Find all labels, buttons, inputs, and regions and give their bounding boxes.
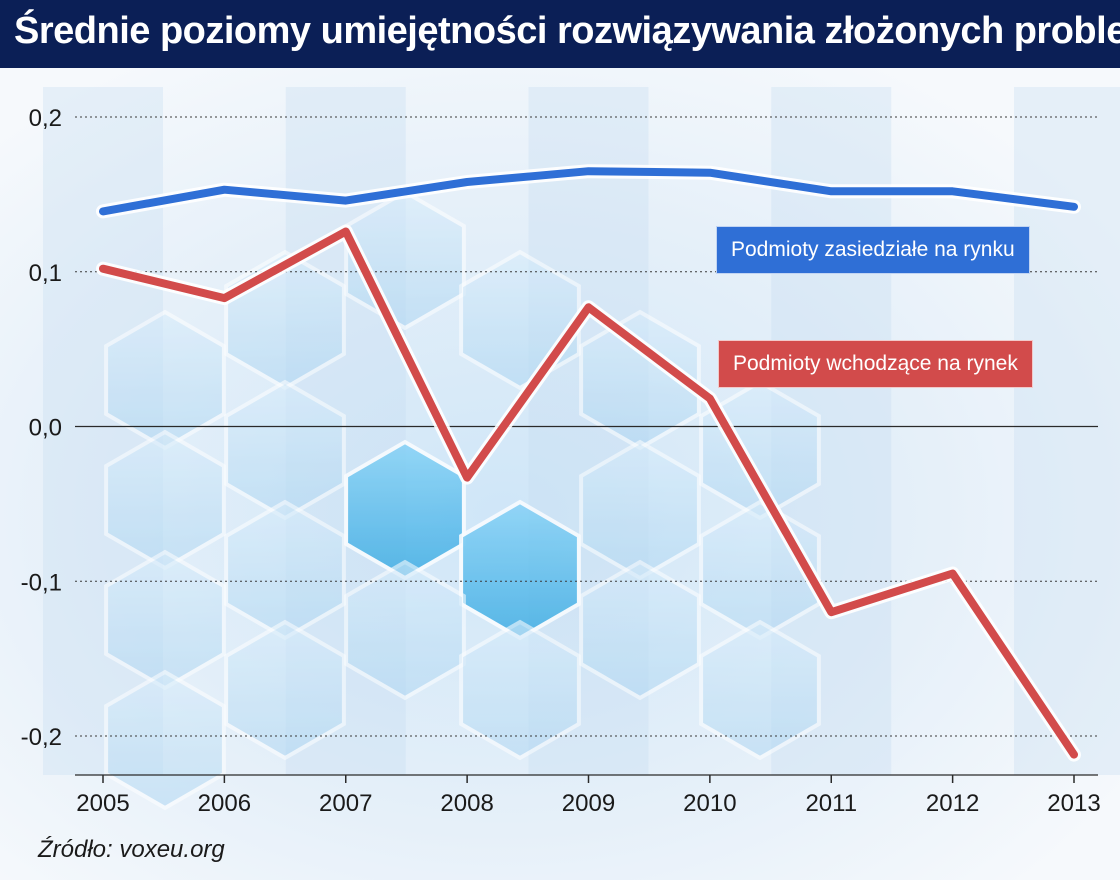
y-tick-label: 0,0 [29, 415, 62, 442]
grid-lines [75, 116, 1098, 737]
y-axis-ticks: 0,2 0,1 0,0 -0,1 -0,2 [21, 105, 62, 751]
x-tick-label: 2010 [683, 790, 736, 817]
x-tick-label: 2007 [319, 790, 372, 817]
series-lines [96, 164, 1081, 762]
x-tick-label: 2009 [562, 790, 615, 817]
legend-entry-entrants: Podmioty wchodzące na rynek [718, 340, 1033, 388]
series-line-entrants [99, 227, 1078, 759]
x-tick-label: 2005 [76, 790, 129, 817]
decorative-hexagon [344, 559, 466, 701]
chart-title: Średnie poziomy umiejętności rozwiązywan… [14, 10, 1120, 52]
decorative-hexagon [104, 669, 226, 811]
y-tick-label: -0,2 [21, 724, 62, 751]
x-axis: 2005 2006 2007 2008 2009 2010 2011 2012 2013 [75, 774, 1101, 817]
y-tick-label: 0,1 [29, 260, 62, 287]
x-tick-label: 2012 [926, 790, 979, 817]
decorative-hexagon [699, 619, 821, 761]
y-tick-label: 0,2 [29, 105, 62, 132]
x-tick-label: 2013 [1047, 790, 1100, 817]
decorative-hexagon [459, 619, 581, 761]
decorative-hexagon [579, 559, 701, 701]
background-stripe [1014, 87, 1120, 775]
x-tick-label: 2006 [198, 790, 251, 817]
y-tick-label: -0,1 [21, 569, 62, 596]
series-line-incumbents [99, 167, 1078, 216]
x-tick-label: 2011 [805, 790, 857, 817]
source-note: Źródło: voxeu.org [38, 836, 225, 863]
x-tick-label: 2008 [440, 790, 493, 817]
title-bar: Średnie poziomy umiejętności rozwiązywan… [0, 0, 1120, 68]
decorative-hexagon [224, 619, 346, 761]
legend-entry-incumbents: Podmioty zasiedziałe na rynku [716, 226, 1030, 274]
